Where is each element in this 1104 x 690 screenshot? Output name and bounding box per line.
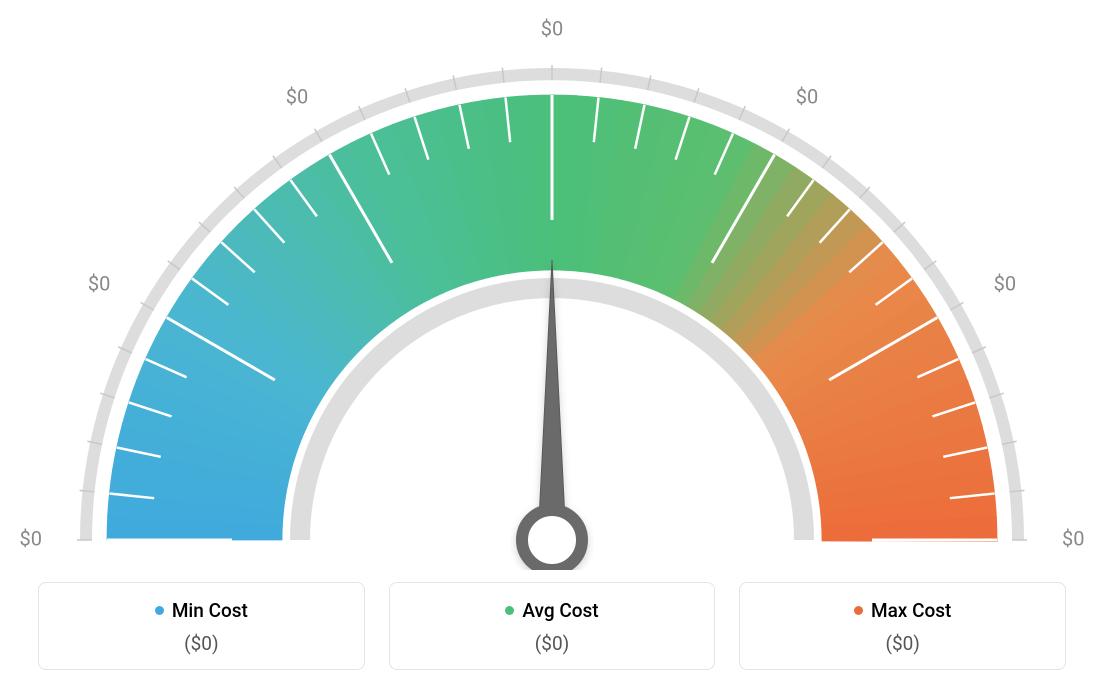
legend-value-max: ($0) [750,632,1055,655]
legend-dot-avg [505,606,514,615]
gauge-tick-label: $0 [20,526,42,550]
gauge-svg: $0 $0 $0 $0 $0 $0 $0 [0,10,1104,570]
legend-value-min: ($0) [49,632,354,655]
cost-gauge-infographic: { "gauge": { "type": "gauge", "center_x"… [0,0,1104,690]
legend-title-max: Max Cost [854,599,951,622]
legend-label-min: Min Cost [172,599,248,622]
legend-row: Min Cost ($0) Avg Cost ($0) Max Cost ($0… [38,582,1066,670]
legend-value-avg: ($0) [400,632,705,655]
gauge-tick-label: $0 [541,16,563,40]
gauge-tick-label: $0 [994,271,1016,295]
gauge-needle [522,260,582,570]
gauge-tick-label: $0 [1062,526,1084,550]
gauge-area: $0 $0 $0 $0 $0 $0 $0 [0,0,1104,560]
legend-label-avg: Avg Cost [522,599,598,622]
legend-title-avg: Avg Cost [505,599,598,622]
legend-card-max: Max Cost ($0) [739,582,1066,670]
gauge-tick-label: $0 [796,85,818,109]
legend-card-min: Min Cost ($0) [38,582,365,670]
legend-dot-min [155,606,164,615]
legend-card-avg: Avg Cost ($0) [389,582,716,670]
legend-title-min: Min Cost [155,599,248,622]
legend-label-max: Max Cost [871,599,951,622]
gauge-tick-label: $0 [286,85,308,109]
gauge-tick-label: $0 [88,271,110,295]
legend-dot-max [854,606,863,615]
